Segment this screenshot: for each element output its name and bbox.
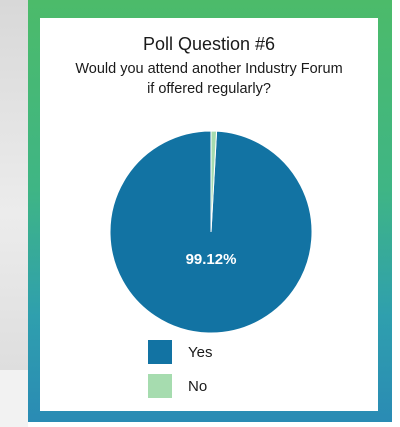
legend-swatch-yes (148, 340, 172, 364)
chart-subtitle: Would you attend another Industry Forum … (40, 59, 378, 99)
chart-title: Poll Question #6 (142, 34, 276, 54)
pie-slice-no (210, 130, 218, 233)
legend-item-no: No (148, 374, 207, 398)
legend-label-yes: Yes (188, 343, 213, 361)
pie-chart: 99.12% (109, 130, 313, 334)
chart-subtitle-line-2: if offered regularly? (147, 81, 271, 97)
legend-label-no: No (188, 377, 208, 395)
background-left-bottom (0, 370, 28, 427)
pie-data-label-yes: 99.12% (186, 251, 237, 268)
chart-card: Poll Question #6 Would you attend anothe… (40, 18, 378, 411)
legend-swatch-no (148, 374, 172, 398)
chart-subtitle-line-1: Would you attend another Industry Forum (75, 61, 343, 77)
background-left-panel (0, 0, 28, 427)
legend-item-yes: Yes (148, 340, 212, 364)
background-right-edge (392, 0, 400, 427)
